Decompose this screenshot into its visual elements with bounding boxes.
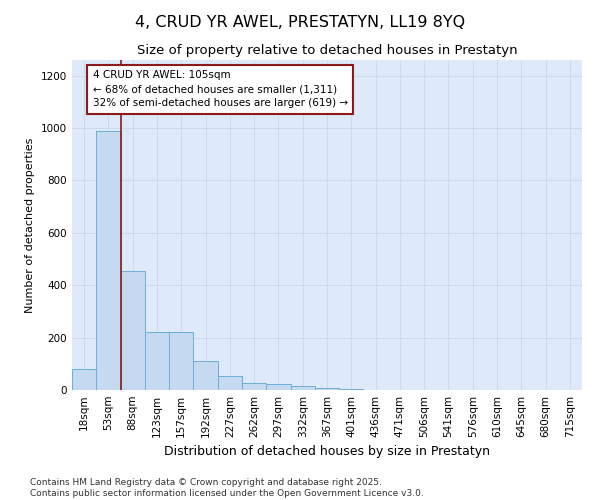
Y-axis label: Number of detached properties: Number of detached properties — [25, 138, 35, 312]
Text: 4, CRUD YR AWEL, PRESTATYN, LL19 8YQ: 4, CRUD YR AWEL, PRESTATYN, LL19 8YQ — [135, 15, 465, 30]
Bar — [169, 332, 193, 390]
Bar — [290, 386, 315, 390]
Bar — [242, 382, 266, 390]
Bar — [72, 369, 96, 390]
Bar — [193, 360, 218, 390]
Bar — [121, 271, 145, 390]
Text: Contains HM Land Registry data © Crown copyright and database right 2025.
Contai: Contains HM Land Registry data © Crown c… — [30, 478, 424, 498]
Bar — [96, 130, 121, 390]
Bar — [315, 388, 339, 390]
Bar — [339, 389, 364, 390]
Text: 4 CRUD YR AWEL: 105sqm
← 68% of detached houses are smaller (1,311)
32% of semi-: 4 CRUD YR AWEL: 105sqm ← 68% of detached… — [92, 70, 348, 108]
Bar — [266, 384, 290, 390]
Title: Size of property relative to detached houses in Prestatyn: Size of property relative to detached ho… — [137, 44, 517, 58]
X-axis label: Distribution of detached houses by size in Prestatyn: Distribution of detached houses by size … — [164, 446, 490, 458]
Bar — [218, 376, 242, 390]
Bar — [145, 332, 169, 390]
